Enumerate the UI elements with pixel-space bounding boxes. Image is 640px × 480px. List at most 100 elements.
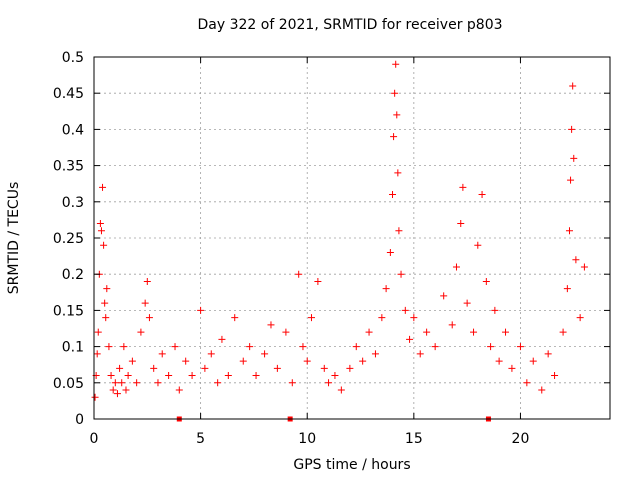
- data-point: [207, 350, 215, 358]
- x-tick-label: 0: [90, 431, 99, 447]
- data-point: [133, 379, 141, 387]
- data-point: [401, 306, 409, 314]
- data-point: [392, 60, 400, 68]
- data-point: [182, 357, 190, 365]
- data-point: [246, 343, 254, 351]
- data-point: [397, 270, 405, 278]
- y-tick-label: 0.15: [53, 303, 84, 319]
- data-point: [267, 321, 275, 329]
- data-point: [101, 299, 109, 307]
- data-point: [470, 328, 478, 336]
- data-point: [569, 82, 577, 90]
- data-point: [201, 364, 209, 372]
- y-axis-label: SRMTID / TECUs: [6, 181, 22, 295]
- data-point: [516, 343, 524, 351]
- data-point: [97, 227, 105, 235]
- data-point: [325, 379, 333, 387]
- data-point: [91, 393, 99, 401]
- data-point: [544, 350, 552, 358]
- data-point: [105, 343, 113, 351]
- data-point: [431, 343, 439, 351]
- data-point: [252, 372, 260, 380]
- data-point: [137, 328, 145, 336]
- data-point: [175, 386, 183, 394]
- data-point: [299, 343, 307, 351]
- data-point: [567, 176, 575, 184]
- data-point: [448, 321, 456, 329]
- data-point: [107, 372, 115, 380]
- x-tick-label: 15: [405, 431, 423, 447]
- grid: [94, 57, 610, 419]
- data-point: [410, 314, 418, 322]
- y-tick-label: 0.2: [62, 267, 84, 283]
- data-point: [120, 343, 128, 351]
- data-point: [261, 350, 269, 358]
- data-point: [359, 357, 367, 365]
- data-point: [288, 379, 296, 387]
- data-point: [214, 379, 222, 387]
- data-point: [143, 277, 151, 285]
- data-point: [93, 350, 101, 358]
- data-point: [109, 386, 117, 394]
- y-tick-label: 0.45: [53, 86, 84, 102]
- data-point: [188, 372, 196, 380]
- data-point: [94, 328, 102, 336]
- data-point: [352, 343, 360, 351]
- data-point: [116, 364, 124, 372]
- data-point: [459, 183, 467, 191]
- data-point: [124, 372, 132, 380]
- data-point: [371, 350, 379, 358]
- data-point: [282, 328, 290, 336]
- data-point: [337, 386, 345, 394]
- data-point: [118, 379, 126, 387]
- data-point: [171, 343, 179, 351]
- data-point: [576, 314, 584, 322]
- data-point: [320, 364, 328, 372]
- data-point: [565, 227, 573, 235]
- data-point: [491, 306, 499, 314]
- data-point: [502, 328, 510, 336]
- data-point: [103, 285, 111, 293]
- data-point: [96, 220, 104, 228]
- data-point: [307, 314, 315, 322]
- data-point: [102, 314, 110, 322]
- data-point: [538, 386, 546, 394]
- x-tick-label: 20: [512, 431, 530, 447]
- data-point: [495, 357, 503, 365]
- data-point: [551, 372, 559, 380]
- data-point: [478, 191, 486, 199]
- x-tick-label: 10: [298, 431, 316, 447]
- data-point: [99, 183, 107, 191]
- data-point: [128, 357, 136, 365]
- y-tick-label: 0.3: [62, 195, 84, 211]
- data-point: [331, 372, 339, 380]
- x-tick-label: 5: [196, 431, 205, 447]
- chart-title: Day 322 of 2021, SRMTID for receiver p80…: [197, 17, 503, 33]
- data-point: [303, 357, 311, 365]
- data-point: [145, 314, 153, 322]
- data-point: [394, 169, 402, 177]
- y-tick-label: 0: [75, 412, 84, 428]
- data-point: [393, 111, 401, 119]
- y-tick-label: 0.35: [53, 159, 84, 175]
- data-point: [197, 306, 205, 314]
- data-point: [463, 299, 471, 307]
- data-point: [113, 390, 121, 398]
- data-point: [150, 364, 158, 372]
- data-point: [365, 328, 373, 336]
- data-point: [218, 335, 226, 343]
- data-point: [482, 277, 490, 285]
- data-point: [580, 263, 588, 271]
- data-point: [563, 285, 571, 293]
- data-point: [314, 277, 322, 285]
- data-point: [158, 350, 166, 358]
- data-point: [122, 386, 130, 394]
- data-point: [523, 379, 531, 387]
- data-point: [416, 350, 424, 358]
- data-point: [395, 227, 403, 235]
- data-point: [457, 220, 465, 228]
- data-point: [273, 364, 281, 372]
- data-point: [111, 379, 119, 387]
- data-point: [508, 364, 516, 372]
